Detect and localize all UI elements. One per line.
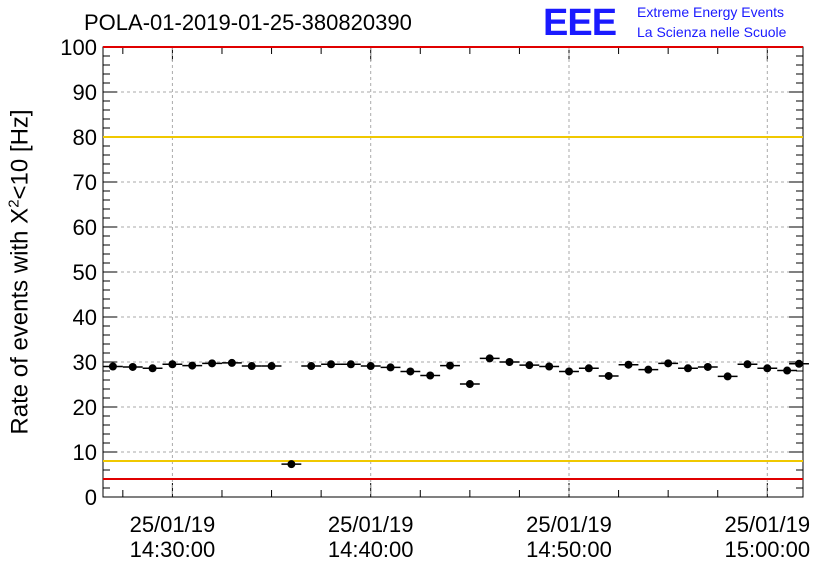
data-point — [108, 362, 117, 371]
logo-line-1: Extreme Energy Events — [637, 4, 785, 20]
data-point — [327, 360, 336, 369]
data-point — [128, 362, 137, 371]
data-point — [584, 364, 593, 373]
x-tick-time: 14:30:00 — [130, 537, 216, 562]
data-point — [723, 372, 732, 381]
y-tick-label: 10 — [73, 440, 97, 465]
data-point — [545, 362, 554, 371]
data-point — [406, 367, 415, 376]
y-tick-label: 90 — [73, 80, 97, 105]
x-tick-date: 25/01/19 — [526, 512, 612, 537]
data-point — [346, 360, 355, 369]
data-point — [465, 380, 474, 389]
y-tick-label: 30 — [73, 350, 97, 375]
data-point — [287, 460, 296, 469]
logo-line-2: La Scienza nelle Scuole — [637, 24, 787, 40]
data-point — [188, 361, 197, 370]
x-tick-date: 25/01/19 — [328, 512, 414, 537]
data-point — [604, 371, 613, 380]
data-point — [227, 358, 236, 367]
x-tick-date: 25/01/19 — [724, 512, 810, 537]
data-point — [366, 362, 375, 371]
data-point — [446, 361, 455, 370]
data-point — [783, 366, 792, 375]
data-point — [208, 359, 217, 368]
data-point — [307, 362, 316, 371]
data-point — [386, 363, 395, 372]
data-point — [485, 354, 494, 363]
chart-title: POLA-01-2019-01-25-380820390 — [84, 10, 412, 35]
eee-logo: EEE — [543, 2, 617, 44]
data-point — [148, 364, 157, 373]
x-tick-time: 14:50:00 — [526, 537, 612, 562]
data-point — [505, 358, 514, 366]
data-point — [525, 361, 534, 370]
x-tick-date: 25/01/19 — [130, 512, 216, 537]
data-point — [624, 360, 633, 369]
data-point — [763, 364, 772, 373]
data-point — [267, 362, 276, 371]
data-point — [426, 371, 435, 380]
data-point — [168, 360, 177, 369]
y-tick-label: 100 — [60, 35, 97, 60]
y-tick-label: 60 — [73, 215, 97, 240]
data-point — [565, 367, 574, 376]
data-point — [644, 365, 653, 374]
x-tick-time: 15:00:00 — [724, 537, 810, 562]
y-tick-label: 40 — [73, 305, 97, 330]
data-point — [743, 360, 752, 369]
data-point — [664, 359, 673, 368]
data-point — [703, 362, 712, 371]
y-tick-label: 0 — [85, 485, 97, 510]
y-tick-label: 20 — [73, 395, 97, 420]
y-tick-label: 70 — [73, 170, 97, 195]
data-point — [247, 362, 256, 371]
data-point — [683, 364, 692, 373]
data-point — [795, 359, 804, 368]
y-tick-label: 80 — [73, 125, 97, 150]
x-tick-time: 14:40:00 — [328, 537, 414, 562]
y-tick-label: 50 — [73, 260, 97, 285]
